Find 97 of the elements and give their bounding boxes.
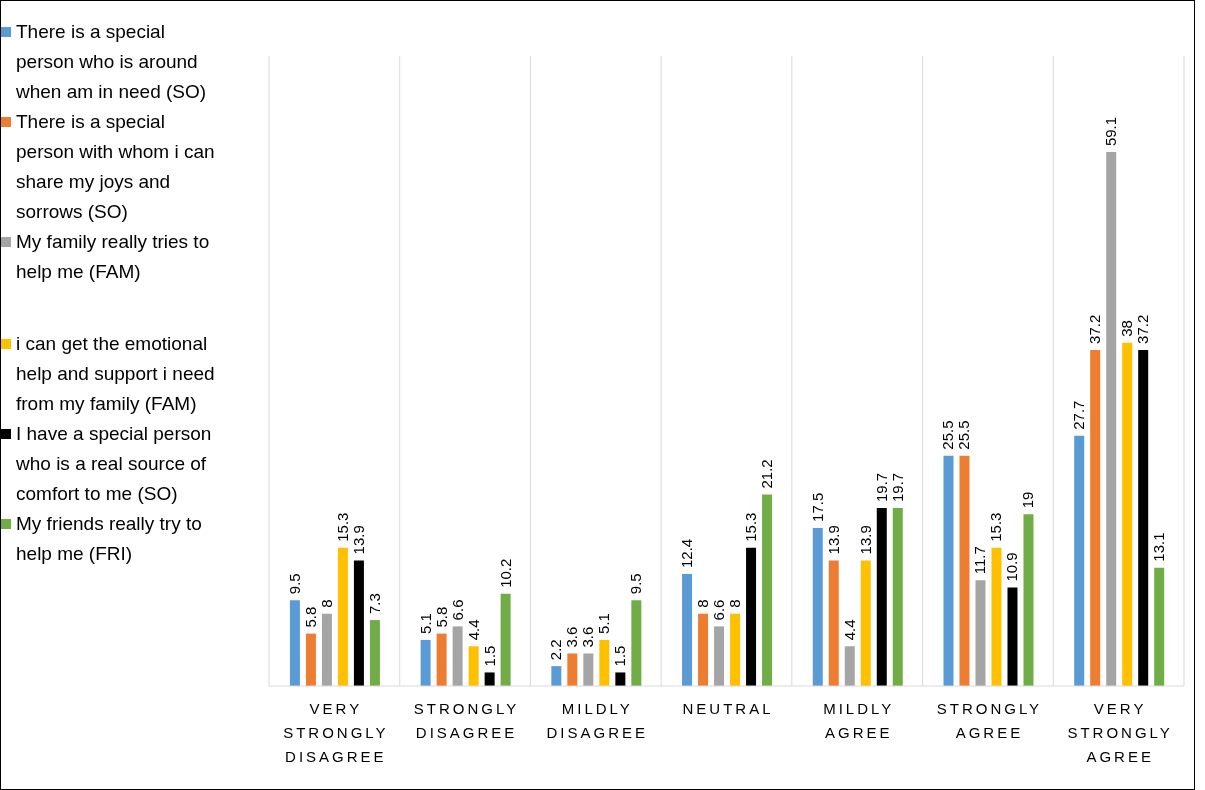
bar xyxy=(762,494,773,686)
bar xyxy=(452,626,463,686)
data-label: 1.5 xyxy=(480,645,498,667)
bar xyxy=(860,560,871,686)
data-label: 27.7 xyxy=(1070,400,1088,430)
bar xyxy=(337,547,348,686)
data-label: 4.4 xyxy=(464,619,482,641)
bar xyxy=(468,646,479,686)
bar xyxy=(567,653,578,686)
x-tick-label: NEUTRAL xyxy=(682,700,774,717)
data-label: 6.6 xyxy=(710,599,728,621)
data-label: 9.5 xyxy=(285,573,303,595)
x-tick-label: STRONGLY AGREE xyxy=(936,700,1043,741)
x-tick-label: VERY STRONGLY AGREE xyxy=(1067,700,1173,765)
data-label: 5.8 xyxy=(301,606,319,628)
data-label: 5.1 xyxy=(416,613,434,634)
bar xyxy=(844,646,855,686)
data-label: 13.1 xyxy=(1150,532,1168,562)
bar xyxy=(959,455,970,686)
data-label: 9.5 xyxy=(627,573,645,595)
data-label: 5.8 xyxy=(432,606,450,628)
legend-label: There is a special person who is around when am in need (SO) xyxy=(16,20,208,104)
legend-label: There is a special person with whom i can share my joys and sorrows (SO) xyxy=(16,110,216,224)
bar xyxy=(500,593,511,686)
bar xyxy=(876,508,887,686)
data-label: 3.6 xyxy=(579,626,597,648)
bar xyxy=(289,600,300,686)
data-label: 2.2 xyxy=(547,639,565,661)
data-label: 10.2 xyxy=(496,558,514,588)
data-label: 19.7 xyxy=(888,472,906,503)
bar xyxy=(828,560,839,686)
x-tick-label: MILDLY DISAGREE xyxy=(546,700,649,741)
x-tick-label: MILDLY AGREE xyxy=(823,700,895,741)
bar xyxy=(698,613,709,686)
data-label: 19 xyxy=(1019,491,1037,509)
data-label: 38 xyxy=(1118,320,1136,337)
legend-label: My family really tries to help me (FAM) xyxy=(16,230,211,284)
data-label: 13.9 xyxy=(856,525,874,555)
data-label: 8 xyxy=(726,599,744,608)
bar xyxy=(369,620,380,686)
data-label: 25.5 xyxy=(939,420,957,450)
bar xyxy=(615,672,626,686)
legend-label: My friends really try to help me (FRI) xyxy=(16,512,203,566)
data-label: 8 xyxy=(694,599,712,608)
data-label: 15.3 xyxy=(742,512,760,542)
data-label: 37.2 xyxy=(1134,314,1152,344)
bar xyxy=(1074,435,1085,686)
bar xyxy=(1090,349,1101,686)
bar xyxy=(682,573,693,686)
bar xyxy=(1122,342,1133,686)
data-label: 15.3 xyxy=(333,512,351,542)
bar xyxy=(420,639,431,686)
data-label: 15.3 xyxy=(987,512,1005,542)
bar xyxy=(1154,567,1165,686)
data-label: 59.1 xyxy=(1102,116,1120,147)
data-label: 13.9 xyxy=(349,525,367,555)
data-label: 12.4 xyxy=(678,538,696,568)
bar xyxy=(975,580,986,686)
bar xyxy=(631,600,642,686)
legend-label: i can get the emotional help and support i need from my family (FAM) xyxy=(16,332,216,416)
data-label: 11.7 xyxy=(971,546,989,575)
bar xyxy=(551,666,562,686)
bar xyxy=(746,547,757,686)
data-label: 19.7 xyxy=(872,472,890,503)
bar xyxy=(436,633,447,686)
bar xyxy=(353,560,364,686)
bar xyxy=(484,672,495,686)
bar xyxy=(1007,587,1018,686)
data-label: 37.2 xyxy=(1086,314,1104,344)
x-tick-label: STRONGLY DISAGREE xyxy=(413,700,520,741)
bar xyxy=(943,455,954,686)
bar xyxy=(305,633,316,686)
data-label: 8 xyxy=(317,599,335,608)
data-label: 6.6 xyxy=(448,599,466,621)
bar xyxy=(1138,349,1149,686)
legend-label: I have a special person who is a real source of comfort to me (SO) xyxy=(16,422,213,506)
bar xyxy=(892,508,903,686)
bar xyxy=(321,613,332,686)
bar xyxy=(599,639,610,686)
bar xyxy=(812,527,823,686)
bar xyxy=(730,613,741,686)
data-label: 4.4 xyxy=(840,619,858,641)
data-label: 1.5 xyxy=(611,645,629,667)
data-label: 3.6 xyxy=(563,626,581,648)
bar xyxy=(583,653,594,686)
data-label: 17.5 xyxy=(808,492,826,522)
bar xyxy=(1106,152,1117,686)
data-label: 10.9 xyxy=(1003,552,1021,582)
data-label: 21.2 xyxy=(758,459,776,489)
data-label: 13.9 xyxy=(824,525,842,555)
data-label: 5.1 xyxy=(595,613,613,634)
bar xyxy=(1023,514,1034,686)
data-label: 7.3 xyxy=(365,593,383,615)
x-tick-label: VERY STRONGLY DISAGREE xyxy=(283,700,389,765)
data-label: 25.5 xyxy=(955,420,973,450)
bar xyxy=(991,547,1002,686)
bar xyxy=(714,626,725,686)
